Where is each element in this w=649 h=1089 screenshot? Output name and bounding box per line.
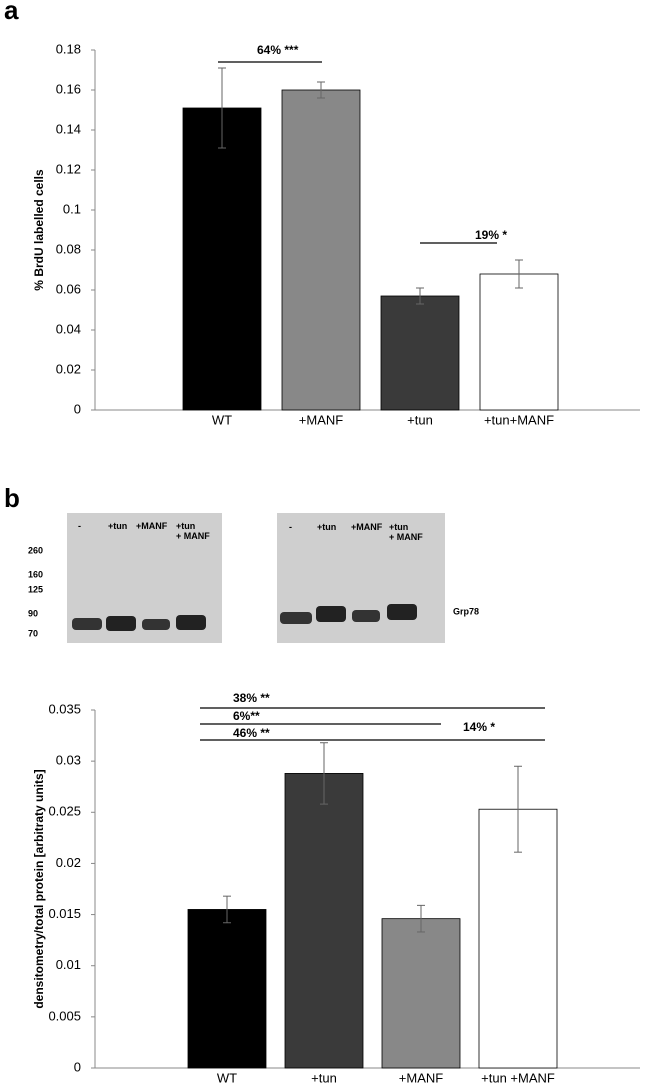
x-tick-label: +tun+MANF <box>484 412 554 427</box>
x-tick-label: +MANF <box>399 1070 443 1085</box>
marker-label: 160 <box>28 569 43 579</box>
marker-label: 260 <box>28 545 43 555</box>
marker-label: 125 <box>28 584 43 594</box>
y-axis-label: % BrdU labelled cells <box>32 169 46 291</box>
x-tick-label: WT <box>217 1070 237 1085</box>
error-bar <box>320 742 328 805</box>
lane-label: +tun + MANF <box>176 521 210 541</box>
lane-label: +MANF <box>351 522 383 532</box>
y-tick-label: 0.03 <box>56 753 81 768</box>
y-tick-label: 0.005 <box>48 1008 81 1023</box>
bar <box>281 89 361 411</box>
y-tick-label: 0.06 <box>56 281 81 296</box>
x-tick-label: +tun +MANF <box>481 1070 555 1085</box>
protein-label: Grp78 <box>453 606 479 616</box>
bar <box>187 909 267 1069</box>
x-tick-label: WT <box>212 412 232 427</box>
band <box>106 616 136 631</box>
error-bar <box>218 67 226 149</box>
marker-label: 70 <box>28 628 38 638</box>
annotation: 6%** <box>233 709 260 723</box>
lane-label: - <box>289 522 292 532</box>
error-bar <box>223 895 231 924</box>
annotation: 64% *** <box>257 43 299 57</box>
y-tick-label: 0.01 <box>56 957 81 972</box>
error-bar <box>515 259 523 289</box>
error-bar <box>416 287 424 305</box>
error-bar <box>417 904 425 933</box>
band <box>72 618 102 630</box>
band <box>352 610 380 622</box>
error-bar <box>317 81 325 99</box>
panel-label: a <box>4 0 19 25</box>
y-tick-label: 0.02 <box>56 855 81 870</box>
y-tick-label: 0.02 <box>56 361 81 376</box>
lane-label: +tun + MANF <box>389 522 423 542</box>
y-tick-label: 0.025 <box>48 804 81 819</box>
y-axis-label: densitometry/total protein [arbitraty un… <box>32 769 46 1008</box>
y-tick-label: 0.18 <box>56 41 81 56</box>
annotation: 46% ** <box>233 726 270 740</box>
y-tick-label: 0.035 <box>48 701 81 716</box>
lane-label: - <box>78 521 81 531</box>
band <box>176 615 206 630</box>
y-tick-label: 0 <box>74 401 81 416</box>
band <box>316 606 346 622</box>
y-tick-label: 0 <box>74 1059 81 1074</box>
y-tick-label: 0.04 <box>56 321 81 336</box>
y-tick-label: 0.16 <box>56 81 81 96</box>
lane-label: +MANF <box>136 521 168 531</box>
y-tick-label: 0.08 <box>56 241 81 256</box>
annotation: 19% * <box>475 228 507 242</box>
bar <box>380 295 460 411</box>
y-tick-label: 0.14 <box>56 121 81 136</box>
x-tick-label: +tun <box>311 1070 337 1085</box>
annotation: 38% ** <box>233 691 270 705</box>
bar <box>182 107 262 411</box>
bar <box>284 773 364 1069</box>
error-bar <box>514 765 522 853</box>
marker-label: 90 <box>28 608 38 618</box>
lane-label: +tun <box>108 521 127 531</box>
band <box>387 604 417 620</box>
lane-label: +tun <box>317 522 336 532</box>
band <box>142 619 170 630</box>
x-tick-label: +tun <box>407 412 433 427</box>
bar <box>381 918 461 1069</box>
x-tick-label: +MANF <box>299 412 343 427</box>
y-tick-label: 0.12 <box>56 161 81 176</box>
y-tick-label: 0.015 <box>48 906 81 921</box>
gel: - +tun +MANF +tun + MANF - +tun +MANF +tun + MANF… <box>28 513 479 643</box>
bar <box>479 273 559 411</box>
y-tick-label: 0.1 <box>63 201 81 216</box>
panel-label: b <box>4 483 20 513</box>
band <box>280 612 312 624</box>
annotation: 14% * <box>463 720 495 734</box>
